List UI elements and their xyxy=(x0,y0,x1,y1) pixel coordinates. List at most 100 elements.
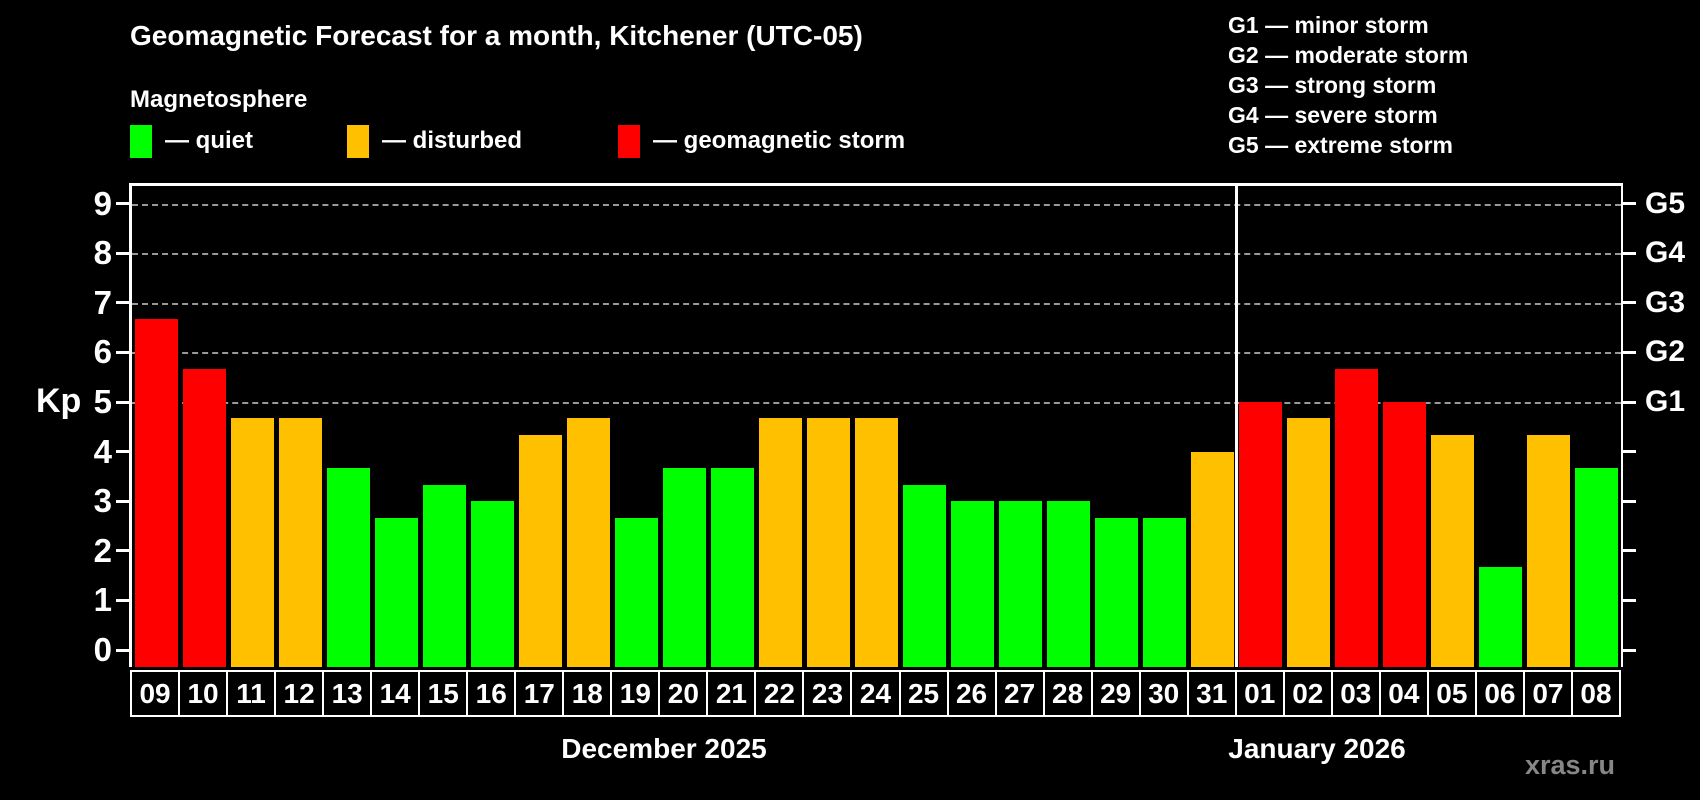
day-label-14: 14 xyxy=(370,670,421,717)
gridline-kp-9 xyxy=(132,203,1621,206)
y-axis-tick-left-7 xyxy=(116,301,129,305)
legend-label-quiet: — quiet xyxy=(165,127,253,154)
kp-bar-day-04 xyxy=(1383,402,1427,667)
y-axis-tick-left-3 xyxy=(116,499,129,503)
day-label-13: 13 xyxy=(322,670,373,717)
kp-bar-day-28 xyxy=(1047,501,1091,667)
day-label-24: 24 xyxy=(850,670,901,717)
kp-bar-day-02 xyxy=(1287,418,1331,667)
kp-bar-day-09 xyxy=(134,319,178,667)
kp-bar-day-21 xyxy=(710,467,754,667)
y-axis-tick-left-5 xyxy=(116,400,129,404)
kp-bar-day-23 xyxy=(806,418,850,667)
y-tick-label-4: 4 xyxy=(93,432,112,470)
day-label-27: 27 xyxy=(994,670,1045,717)
kp-bar-day-25 xyxy=(903,484,947,667)
kp-bar-day-26 xyxy=(951,501,995,667)
kp-bar-day-30 xyxy=(1143,517,1187,667)
kp-bar-day-13 xyxy=(326,467,370,667)
day-label-15: 15 xyxy=(418,670,469,717)
y-axis-tick-right-4 xyxy=(1623,450,1636,454)
right-axis-label-g1: G1 xyxy=(1645,385,1686,418)
plot-area xyxy=(129,183,1623,667)
day-label-30: 30 xyxy=(1138,670,1189,717)
kp-bar-day-27 xyxy=(999,501,1043,667)
storm-scale-line-g2: G2 — moderate storm xyxy=(1228,42,1469,68)
day-label-29: 29 xyxy=(1090,670,1141,717)
right-axis-label-g2: G2 xyxy=(1645,335,1686,369)
y-axis-tick-left-0 xyxy=(116,648,129,652)
y-tick-label-7: 7 xyxy=(93,283,112,321)
watermark: xras.ru xyxy=(1524,750,1615,780)
y-axis-tick-right-5 xyxy=(1623,400,1636,404)
day-label-02: 02 xyxy=(1282,670,1333,717)
kp-bar-day-18 xyxy=(566,418,610,667)
day-label-09: 09 xyxy=(130,670,181,717)
y-axis-tick-left-4 xyxy=(116,450,129,454)
kp-bar-day-17 xyxy=(518,435,562,667)
y-axis-tick-right-0 xyxy=(1623,648,1636,652)
kp-bar-day-06 xyxy=(1479,567,1523,667)
y-tick-label-8: 8 xyxy=(93,234,112,272)
day-label-20: 20 xyxy=(658,670,709,717)
y-axis-title: Kp xyxy=(36,382,82,420)
y-tick-label-9: 9 xyxy=(93,184,112,222)
kp-bar-day-08 xyxy=(1575,467,1619,667)
kp-bar-day-11 xyxy=(230,418,274,667)
day-label-12: 12 xyxy=(274,670,325,717)
y-tick-label-5: 5 xyxy=(93,383,112,420)
day-label-05: 05 xyxy=(1426,670,1477,717)
y-axis-tick-left-8 xyxy=(116,251,129,255)
disturbed-swatch-icon xyxy=(347,124,369,158)
day-label-03: 03 xyxy=(1330,670,1381,717)
kp-bar-day-29 xyxy=(1095,517,1139,667)
y-axis-tick-left-9 xyxy=(116,202,129,206)
kp-bar-day-22 xyxy=(758,418,802,667)
gridline-kp-7 xyxy=(132,302,1621,305)
right-axis-label-g4: G4 xyxy=(1645,236,1686,270)
day-label-22: 22 xyxy=(754,670,805,717)
day-label-26: 26 xyxy=(946,670,997,717)
y-tick-label-3: 3 xyxy=(93,482,112,520)
day-label-17: 17 xyxy=(514,670,565,717)
legend-item-storm: — geomagnetic storm xyxy=(618,124,905,158)
kp-bar-day-19 xyxy=(614,517,658,667)
storm-scale-legend: G1 — minor storm G2 — moderate storm G3 … xyxy=(1228,10,1468,160)
storm-scale-line-g3: G3 — strong storm xyxy=(1228,72,1437,98)
gridline-kp-8 xyxy=(132,253,1621,256)
day-label-16: 16 xyxy=(466,670,517,717)
y-axis-tick-right-7 xyxy=(1623,301,1636,305)
y-axis-tick-right-1 xyxy=(1623,598,1636,602)
day-label-21: 21 xyxy=(706,670,757,717)
storm-swatch-icon xyxy=(618,124,640,158)
day-label-19: 19 xyxy=(610,670,661,717)
plot-inner xyxy=(132,186,1621,667)
y-axis-tick-right-2 xyxy=(1623,549,1636,553)
kp-bar-day-31 xyxy=(1191,451,1235,667)
day-label-25: 25 xyxy=(898,670,949,717)
kp-bar-day-14 xyxy=(374,517,418,667)
day-label-23: 23 xyxy=(802,670,853,717)
kp-bar-day-10 xyxy=(182,368,226,667)
y-tick-label-0: 0 xyxy=(93,631,112,668)
legend-label-disturbed: — disturbed xyxy=(382,127,523,154)
kp-bar-day-01 xyxy=(1239,402,1283,667)
day-label-11: 11 xyxy=(226,670,277,717)
day-label-18: 18 xyxy=(562,670,613,717)
month-separator-line xyxy=(1235,186,1239,667)
legend-label-storm: — geomagnetic storm xyxy=(653,127,906,154)
legend-item-disturbed: — disturbed xyxy=(347,124,522,158)
kp-bar-day-12 xyxy=(278,418,322,667)
kp-bar-day-07 xyxy=(1527,435,1571,667)
kp-bar-day-20 xyxy=(662,467,706,667)
y-tick-label-6: 6 xyxy=(93,333,112,371)
day-label-07: 07 xyxy=(1522,670,1573,717)
month-label-december: December 2025 xyxy=(561,733,767,764)
right-axis-label-g5: G5 xyxy=(1645,186,1686,220)
y-axis-tick-right-3 xyxy=(1623,499,1636,503)
kp-bar-day-03 xyxy=(1335,368,1379,667)
right-axis-label-g3: G3 xyxy=(1645,285,1686,319)
quiet-swatch-icon xyxy=(130,124,152,158)
month-label-january: January 2026 xyxy=(1228,733,1406,764)
